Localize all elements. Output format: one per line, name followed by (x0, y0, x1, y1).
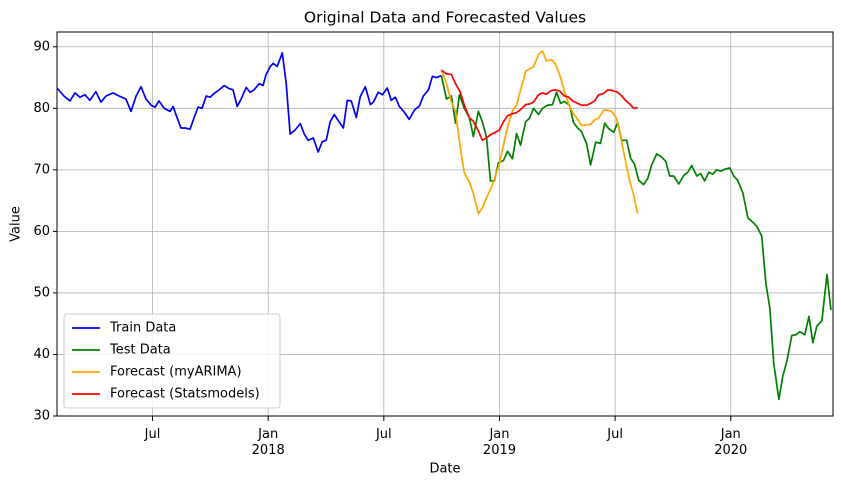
x-tick-label: Jul (375, 427, 392, 442)
legend-label: Train Data (109, 321, 176, 336)
legend-box (63, 313, 281, 409)
y-tick-label: 80 (33, 101, 50, 116)
legend-label: Test Data (109, 343, 171, 358)
legend-label: Forecast (Statsmodels) (110, 387, 260, 402)
x-tick-label: Jan 2018 (252, 427, 285, 458)
y-tick-label: 70 (33, 162, 50, 177)
x-tick-label: Jan 2020 (714, 427, 747, 458)
y-tick-label: 90 (33, 39, 50, 54)
x-tick-label: Jul (144, 427, 161, 442)
series-line (440, 75, 832, 401)
chart-title: Original Data and Forecasted Values (304, 9, 586, 27)
plot-frame (56, 31, 834, 417)
y-tick-label: 40 (33, 347, 50, 362)
y-tick-label: 30 (33, 409, 50, 424)
x-tick-label: Jan 2019 (483, 427, 516, 458)
x-axis-label: Date (429, 462, 460, 477)
series-line (440, 69, 638, 142)
y-axis-label: Value (9, 206, 24, 242)
series-line (440, 50, 639, 215)
series-line (56, 52, 442, 153)
y-tick-label: 50 (33, 285, 50, 300)
legend-label: Forecast (myARIMA) (110, 365, 242, 380)
x-tick-label: Jul (606, 427, 623, 442)
y-tick-label: 60 (33, 224, 50, 239)
